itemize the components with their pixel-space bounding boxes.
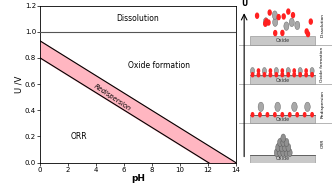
Circle shape [289,18,294,27]
Circle shape [287,149,292,157]
Circle shape [266,113,269,117]
Circle shape [268,10,271,15]
Circle shape [273,18,278,26]
Circle shape [284,149,289,157]
Circle shape [305,102,310,112]
Circle shape [264,21,267,26]
Circle shape [281,30,284,36]
Text: Oxide formation: Oxide formation [321,47,325,82]
Text: Oxide: Oxide [275,78,289,83]
Circle shape [269,73,272,77]
Circle shape [274,67,278,74]
Circle shape [305,29,308,34]
Text: ORR: ORR [321,138,325,148]
Circle shape [281,69,283,73]
Text: U: U [241,0,247,8]
Circle shape [282,14,285,19]
Circle shape [274,113,276,117]
Text: Oxide: Oxide [275,156,289,161]
X-axis label: pH: pH [131,174,145,183]
Circle shape [295,21,300,30]
Circle shape [274,149,279,157]
Circle shape [278,138,282,146]
Text: Oxide: Oxide [275,117,289,122]
Circle shape [284,138,289,146]
Circle shape [288,113,291,117]
Circle shape [276,143,280,152]
Circle shape [310,67,314,74]
Circle shape [292,102,297,112]
Circle shape [305,69,307,73]
Circle shape [274,31,277,36]
Circle shape [286,67,290,74]
Circle shape [284,22,289,30]
Circle shape [265,19,268,24]
Circle shape [282,143,287,152]
Text: Redispersion: Redispersion [93,83,132,112]
Circle shape [257,69,260,73]
Bar [250,36,315,45]
Circle shape [305,73,307,77]
Circle shape [281,138,286,146]
Circle shape [267,20,270,25]
Circle shape [258,102,264,112]
Circle shape [281,134,286,142]
Circle shape [251,113,254,117]
Circle shape [299,73,302,77]
Circle shape [311,113,313,117]
Circle shape [281,149,286,157]
Circle shape [263,18,268,26]
Circle shape [279,143,284,152]
Circle shape [311,73,313,77]
Text: Oxide formation: Oxide formation [128,61,190,70]
Circle shape [286,143,291,152]
Bar [250,76,315,84]
Circle shape [269,69,271,73]
Text: Oxide: Oxide [275,38,289,43]
Circle shape [278,149,282,157]
Circle shape [298,67,302,74]
Circle shape [251,73,254,77]
Text: Redispersion: Redispersion [321,90,325,118]
Bar [250,155,315,163]
Text: Dissolution: Dissolution [117,14,159,23]
Circle shape [287,73,289,77]
Circle shape [277,15,280,20]
Circle shape [281,113,283,117]
Circle shape [293,69,295,73]
Text: Dissolution: Dissolution [321,13,325,37]
Circle shape [309,19,312,24]
Circle shape [256,13,259,18]
Bar [250,115,315,123]
Circle shape [291,13,294,18]
Circle shape [307,32,310,37]
Circle shape [293,73,295,77]
Circle shape [275,73,278,77]
Text: ORR: ORR [71,132,88,141]
Circle shape [287,9,290,14]
Circle shape [304,113,306,117]
Circle shape [272,11,277,19]
Circle shape [262,67,266,74]
Circle shape [251,67,255,74]
Circle shape [296,113,298,117]
Circle shape [263,73,266,77]
Circle shape [259,113,261,117]
Circle shape [281,73,283,77]
Circle shape [275,102,280,112]
Circle shape [257,73,260,77]
Y-axis label: U /V: U /V [14,75,23,93]
